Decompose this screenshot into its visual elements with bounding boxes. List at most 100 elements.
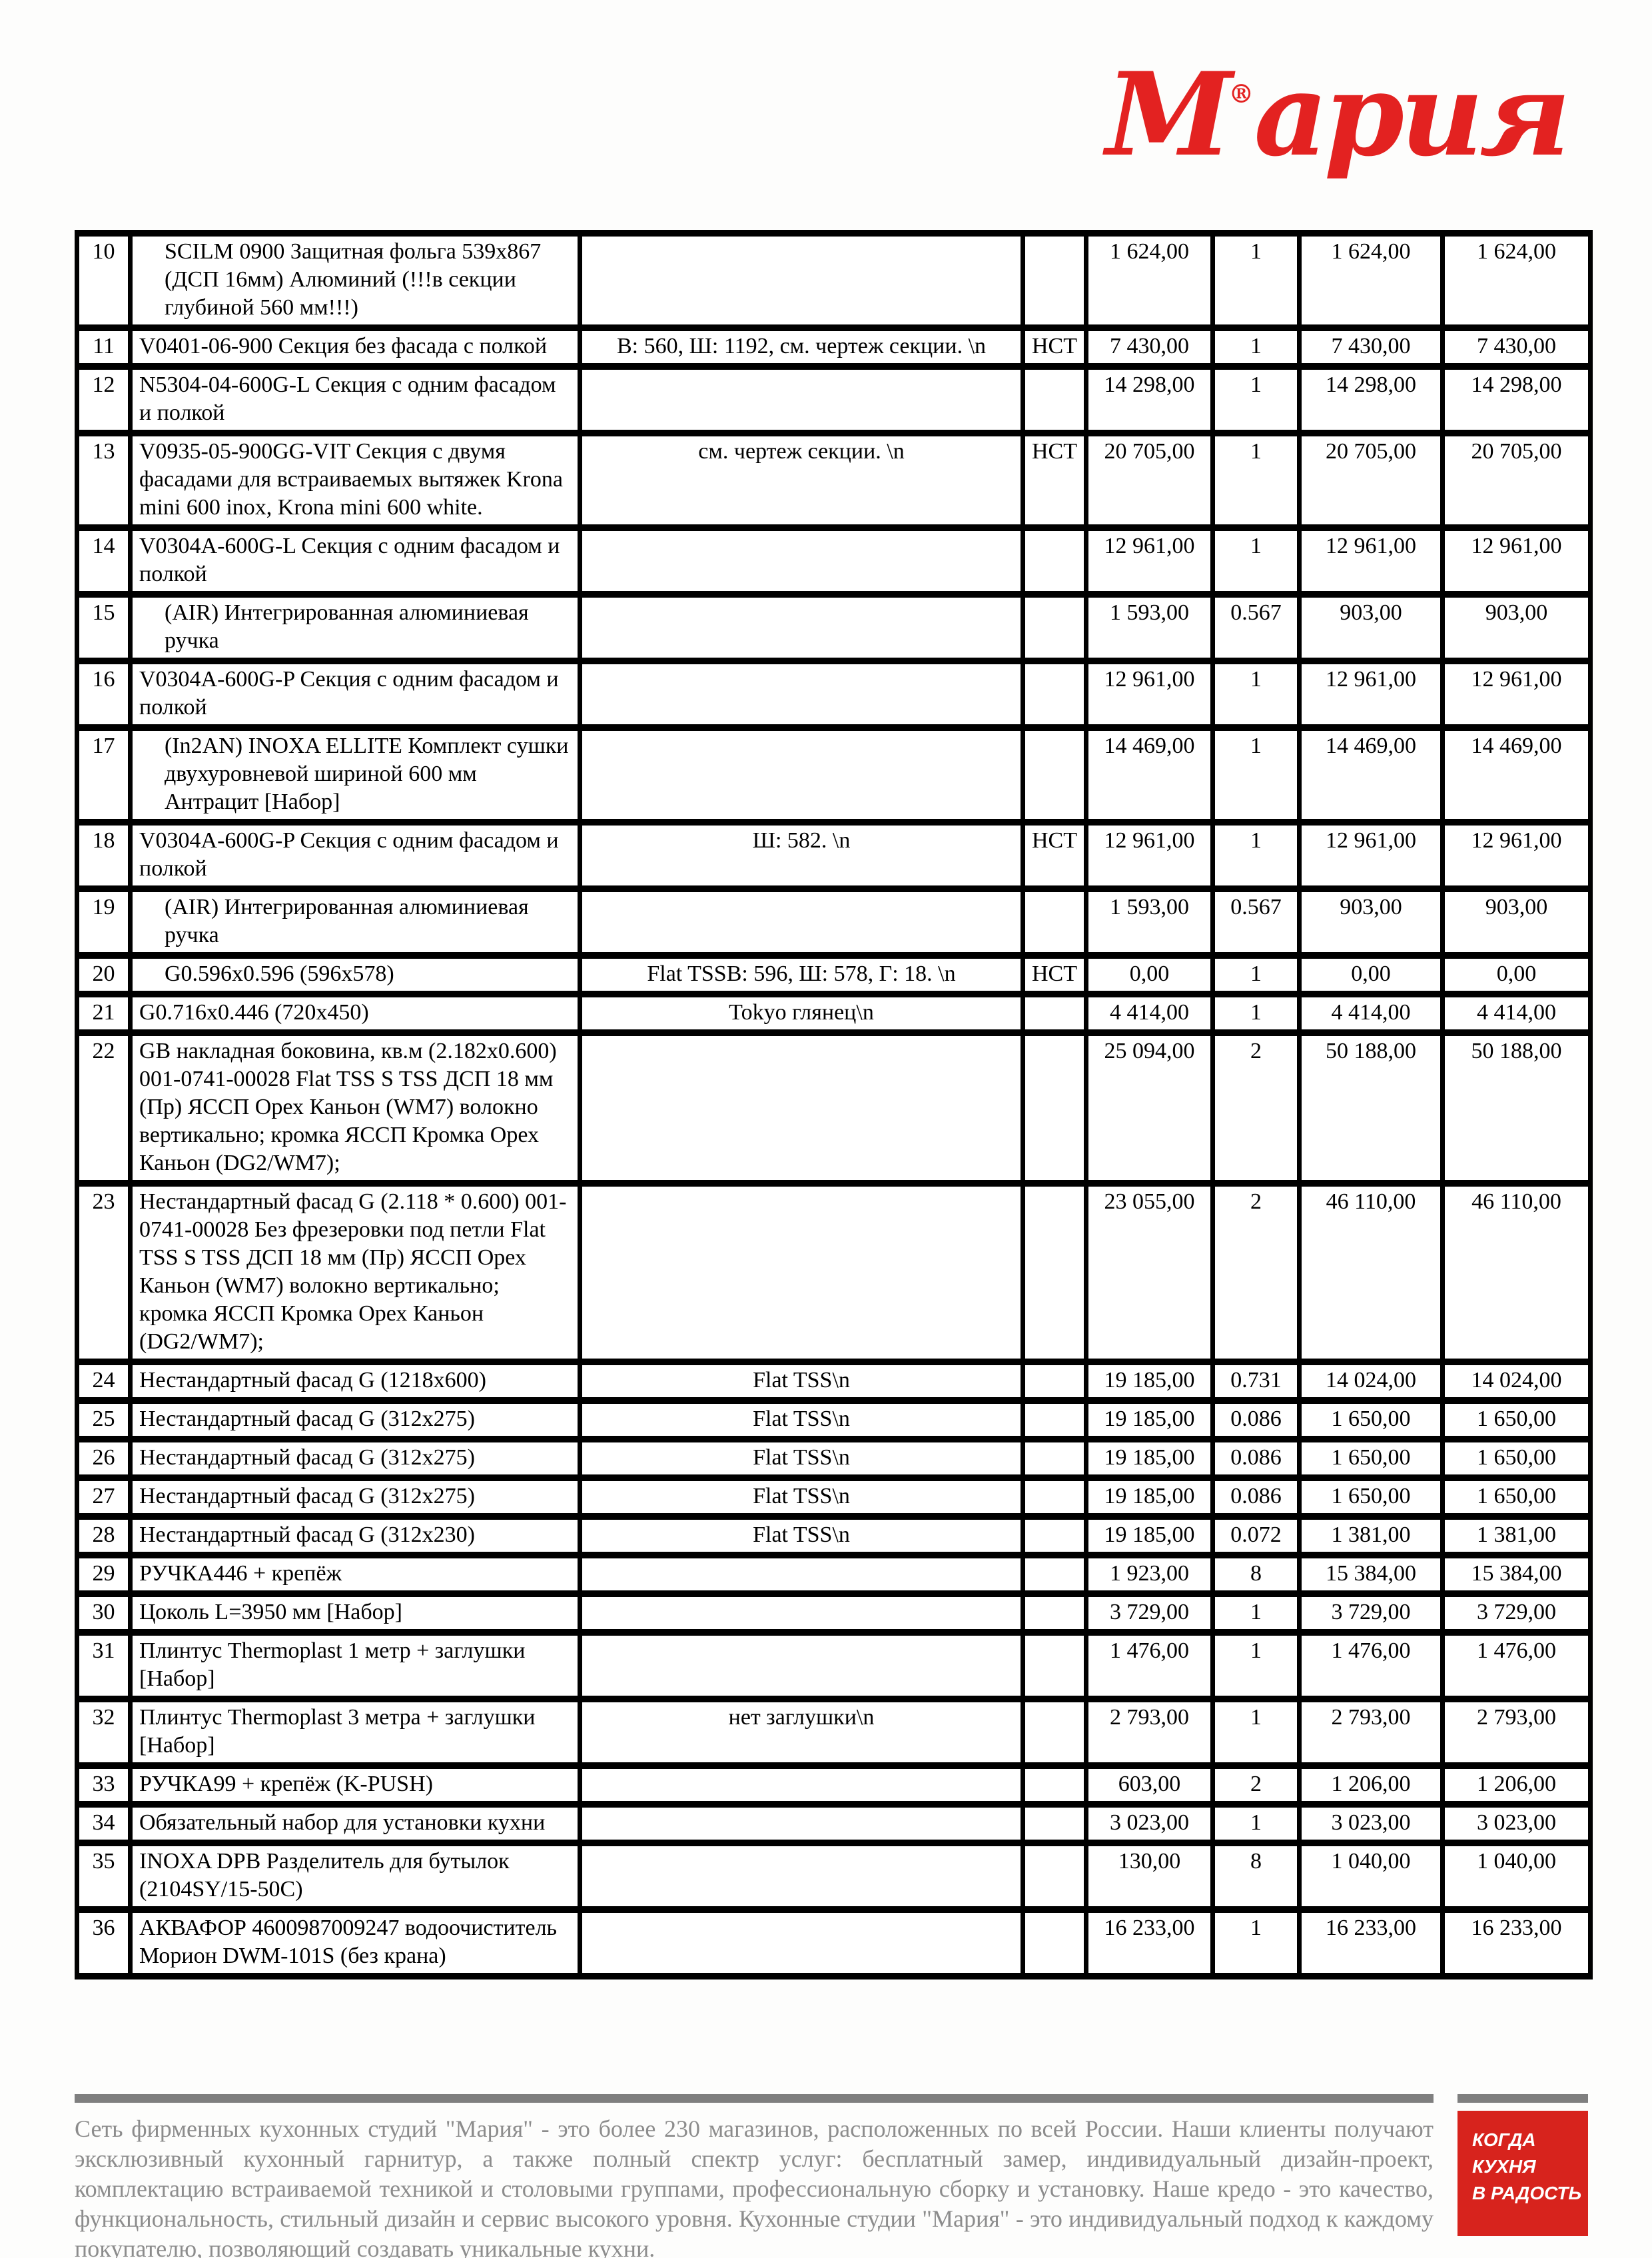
- table-row: 13 V0935-05-900GG-VIT Секция с двумя фас…: [75, 430, 1593, 531]
- table-row: 36 АКВАФОР 4600987009247 водоочиститель …: [75, 1906, 1593, 1979]
- item-quantity-cell: 0.086: [1210, 1436, 1302, 1481]
- item-total-cell: 20 705,00: [1440, 430, 1593, 531]
- item-description-cell: РУЧКА99 + крепёж (K-PUSH): [128, 1762, 582, 1808]
- item-description-cell: Нестандартный фасад G (312x230): [128, 1513, 582, 1558]
- item-sum-cell: 14 469,00: [1297, 724, 1445, 826]
- item-description-cell: V0935-05-900GG-VIT Секция с двумя фасада…: [128, 430, 582, 531]
- item-price-cell: 12 961,00: [1084, 658, 1215, 731]
- item-spec-cell: Flat TSS\n: [578, 1397, 1025, 1442]
- item-sum-cell: 1 650,00: [1297, 1436, 1445, 1481]
- item-quantity-cell: 0.086: [1210, 1474, 1302, 1520]
- registered-trademark-icon: ®: [1228, 79, 1254, 109]
- item-sum-cell: 2 793,00: [1297, 1696, 1445, 1769]
- table-row: 15 (AIR) Интегрированная алюминиевая руч…: [75, 591, 1593, 664]
- row-number-cell: 22: [75, 1029, 133, 1187]
- item-total-cell: 903,00: [1440, 591, 1593, 664]
- item-price-cell: 603,00: [1084, 1762, 1215, 1808]
- item-quantity-cell: 8: [1210, 1840, 1302, 1913]
- item-nst-flag-cell: [1021, 724, 1088, 826]
- item-sum-cell: 14 024,00: [1297, 1359, 1445, 1404]
- item-price-cell: 19 185,00: [1084, 1436, 1215, 1481]
- item-sum-cell: 14 298,00: [1297, 363, 1445, 436]
- table-row: 14 V0304A-600G-L Секция с одним фасадом …: [75, 524, 1593, 598]
- item-spec-cell: Ш: 582. \n: [578, 819, 1025, 892]
- item-description-cell: Нестандартный фасад G (312x275): [128, 1474, 582, 1520]
- item-nst-flag-cell: [1021, 230, 1088, 331]
- item-sum-cell: 3 729,00: [1297, 1590, 1445, 1636]
- item-sum-cell: 1 206,00: [1297, 1762, 1445, 1808]
- item-nst-flag-cell: [1021, 1801, 1088, 1846]
- row-number-cell: 30: [75, 1590, 133, 1636]
- table-row: 29 РУЧКА446 + крепёж 1 923,00 8 15 384,0…: [75, 1552, 1593, 1597]
- item-spec-cell: [578, 658, 1025, 731]
- row-number-cell: 28: [75, 1513, 133, 1558]
- item-nst-flag-cell: [1021, 1906, 1088, 1979]
- item-nst-flag-cell: [1021, 1590, 1088, 1636]
- item-quantity-cell: 2: [1210, 1180, 1302, 1365]
- item-nst-flag-cell: [1021, 1029, 1088, 1187]
- item-description-cell: N5304-04-600G-L Секция с одним фасадом и…: [128, 363, 582, 436]
- item-sum-cell: 12 961,00: [1297, 819, 1445, 892]
- item-quantity-cell: 1: [1210, 1696, 1302, 1769]
- row-number-cell: 20: [75, 952, 133, 997]
- item-description-cell: Цоколь L=3950 мм [Набор]: [128, 1590, 582, 1636]
- table-row: 20 G0.596x0.596 (596x578) Flat TSSB: 596…: [75, 952, 1593, 997]
- table-row: 31 Плинтус Thermoplast 1 метр + заглушки…: [75, 1629, 1593, 1702]
- table-row: 35 INOXA DPB Разделитель для бутылок (21…: [75, 1840, 1593, 1913]
- item-description-cell: Нестандартный фасад G (1218x600): [128, 1359, 582, 1404]
- item-total-cell: 4 414,00: [1440, 991, 1593, 1036]
- item-price-cell: 19 185,00: [1084, 1359, 1215, 1404]
- item-nst-flag-cell: [1021, 363, 1088, 436]
- row-number-cell: 12: [75, 363, 133, 436]
- item-spec-cell: см. чертеж секции. \n: [578, 430, 1025, 531]
- item-description-cell: Плинтус Thermoplast 1 метр + заглушки [Н…: [128, 1629, 582, 1702]
- row-number-cell: 13: [75, 430, 133, 531]
- item-total-cell: 1 381,00: [1440, 1513, 1593, 1558]
- item-spec-cell: Flat TSS\n: [578, 1513, 1025, 1558]
- table-row: 19 (AIR) Интегрированная алюминиевая руч…: [75, 885, 1593, 959]
- item-total-cell: 1 650,00: [1440, 1397, 1593, 1442]
- item-sum-cell: 1 476,00: [1297, 1629, 1445, 1702]
- row-number-cell: 15: [75, 591, 133, 664]
- slogan-badge: КОГДА КУХНЯ В РАДОСТЬ: [1457, 2111, 1588, 2236]
- page-footer: Сеть фирменных кухонных студий "Мария" -…: [75, 2094, 1588, 2258]
- item-spec-cell: [578, 1180, 1025, 1365]
- item-sum-cell: 4 414,00: [1297, 991, 1445, 1036]
- item-sum-cell: 1 040,00: [1297, 1840, 1445, 1913]
- slogan-line: КОГДА: [1472, 2129, 1536, 2150]
- item-sum-cell: 1 650,00: [1297, 1474, 1445, 1520]
- item-total-cell: 1 206,00: [1440, 1762, 1593, 1808]
- row-number-cell: 29: [75, 1552, 133, 1597]
- item-spec-cell: [578, 1762, 1025, 1808]
- item-nst-flag-cell: [1021, 1552, 1088, 1597]
- row-number-cell: 34: [75, 1801, 133, 1846]
- item-quantity-cell: 1: [1210, 658, 1302, 731]
- item-spec-cell: В: 560, Ш: 1192, см. чертеж секции. \n: [578, 324, 1025, 370]
- item-quantity-cell: 1: [1210, 324, 1302, 370]
- item-quantity-cell: 2: [1210, 1762, 1302, 1808]
- item-nst-flag-cell: [1021, 1696, 1088, 1769]
- item-price-cell: 16 233,00: [1084, 1906, 1215, 1979]
- table-row: 21 G0.716x0.446 (720x450) Tokyo глянец\n…: [75, 991, 1593, 1036]
- item-spec-cell: Flat TSS\n: [578, 1474, 1025, 1520]
- item-spec-cell: Flat TSS\n: [578, 1359, 1025, 1404]
- item-sum-cell: 903,00: [1297, 885, 1445, 959]
- item-nst-flag-cell: НСТ: [1021, 819, 1088, 892]
- item-spec-cell: нет заглушки\n: [578, 1696, 1025, 1769]
- item-sum-cell: 12 961,00: [1297, 524, 1445, 598]
- item-description-cell: SCILM 0900 Защитная фольга 539x867 (ДСП …: [128, 230, 582, 331]
- item-total-cell: 1 650,00: [1440, 1474, 1593, 1520]
- item-description-cell: РУЧКА446 + крепёж: [128, 1552, 582, 1597]
- item-description-cell: V0304A-600G-L Секция с одним фасадом и п…: [128, 524, 582, 598]
- item-quantity-cell: 1: [1210, 363, 1302, 436]
- item-sum-cell: 903,00: [1297, 591, 1445, 664]
- items-table-body: 10 SCILM 0900 Защитная фольга 539x867 (Д…: [75, 230, 1593, 1979]
- item-spec-cell: [578, 1590, 1025, 1636]
- item-total-cell: 1 650,00: [1440, 1436, 1593, 1481]
- table-row: 12 N5304-04-600G-L Секция с одним фасадо…: [75, 363, 1593, 436]
- item-price-cell: 1 624,00: [1084, 230, 1215, 331]
- item-description-cell: V0304A-600G-P Секция с одним фасадом и п…: [128, 819, 582, 892]
- item-nst-flag-cell: [1021, 1629, 1088, 1702]
- row-number-cell: 17: [75, 724, 133, 826]
- item-price-cell: 7 430,00: [1084, 324, 1215, 370]
